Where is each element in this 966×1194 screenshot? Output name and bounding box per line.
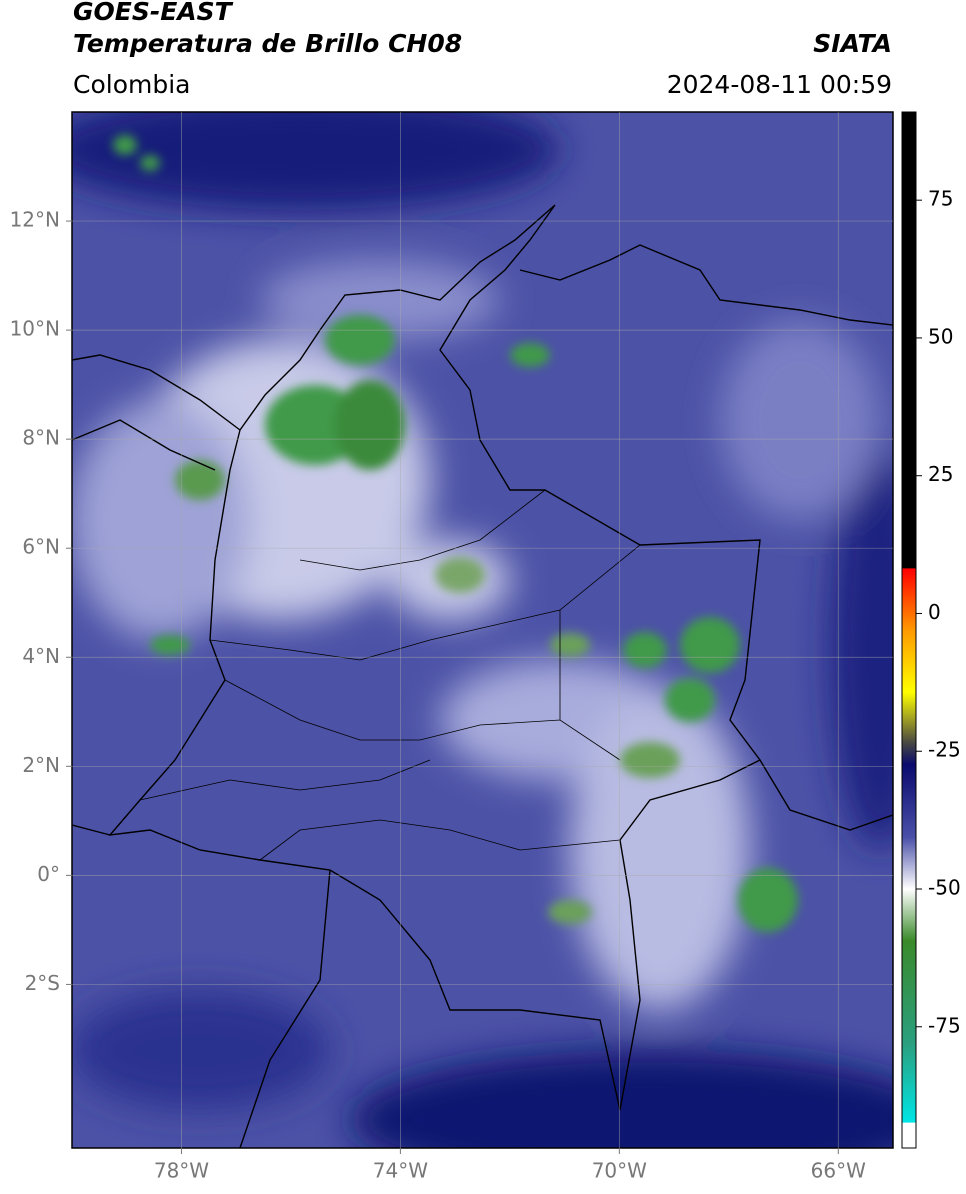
x-tick-label: 78°W: [154, 1159, 209, 1183]
department-border: [139, 489, 641, 861]
map-frame: [71, 111, 894, 1149]
coastline: [519, 244, 893, 326]
y-tick-label: 6°N: [22, 535, 60, 559]
colorbar-tick-label: 50: [928, 324, 953, 348]
colorbar-tick-label: 75: [928, 187, 953, 211]
title: GOES-EAST: [73, 0, 234, 26]
y-tick-label: 8°N: [22, 426, 60, 450]
region: Colombia: [73, 70, 190, 99]
x-tick-label: 70°W: [592, 1159, 647, 1183]
country-border: [108, 204, 762, 1111]
satellite-image: [72, 112, 893, 1148]
colorbar-tick-label: -25: [928, 738, 961, 762]
y-tick-label: 10°N: [10, 317, 60, 341]
x-tick-label: 66°W: [811, 1159, 866, 1183]
x-tick-label: 74°W: [373, 1159, 428, 1183]
subtitle: Temperatura de Brillo CH08: [73, 29, 462, 58]
y-tick-label: 12°N: [10, 208, 60, 232]
colorbar: [901, 111, 917, 1149]
country-border: [72, 354, 241, 471]
colorbar-tick-label: 25: [928, 462, 953, 486]
datetime: 2024-08-11 00:59: [667, 70, 892, 99]
y-tick-label: 2°N: [22, 753, 60, 777]
source: SIATA: [813, 29, 892, 58]
y-tick-label: 0°: [37, 862, 60, 886]
country-border: [72, 759, 893, 1148]
colorbar-tick-label: -75: [928, 1013, 961, 1037]
y-tick-label: 4°N: [22, 644, 60, 668]
colorbar-tick-label: 0: [928, 600, 941, 624]
colorbar-tick-label: -50: [928, 876, 961, 900]
y-tick-label: 2°S: [25, 971, 60, 995]
